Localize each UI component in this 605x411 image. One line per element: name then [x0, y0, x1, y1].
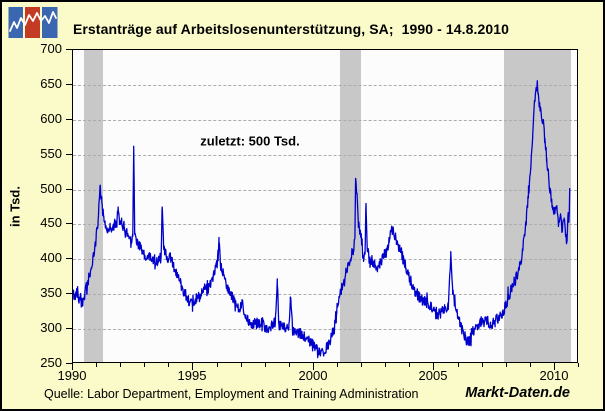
x-tick-label: 1990	[57, 368, 87, 383]
x-tick-minor	[120, 363, 121, 367]
x-tick-major	[433, 363, 434, 370]
y-tick-label: 700	[40, 41, 62, 56]
gridline-y-350	[73, 294, 577, 296]
x-tick-minor	[361, 363, 362, 367]
gridline-y-550	[73, 154, 577, 156]
x-tick-label: 1995	[177, 368, 207, 383]
x-tick-minor	[241, 363, 242, 367]
y-tick	[66, 363, 72, 364]
y-tick-label: 550	[40, 146, 62, 161]
x-tick-minor	[217, 363, 218, 367]
source-note: Quelle: Labor Department, Employment and…	[44, 387, 419, 401]
x-tick-minor	[96, 363, 97, 367]
y-tick	[66, 84, 72, 85]
x-tick-minor	[168, 363, 169, 367]
gridline-y-650	[73, 84, 577, 86]
x-tick-minor	[144, 363, 145, 367]
y-tick	[66, 189, 72, 190]
gridline-y-500	[73, 189, 577, 191]
x-tick-label: 2010	[539, 368, 569, 383]
logo-graphic	[8, 7, 58, 38]
x-tick-minor	[530, 363, 531, 367]
x-tick-minor	[578, 363, 579, 367]
x-tick-minor	[506, 363, 507, 367]
x-tick-major	[72, 363, 73, 370]
y-tick-label: 450	[40, 215, 62, 230]
gridline-y-300	[73, 329, 577, 331]
y-axis-title: in Tsd.	[7, 186, 23, 227]
x-tick-major	[313, 363, 314, 370]
y-tick	[66, 293, 72, 294]
y-tick	[66, 223, 72, 224]
x-tick-minor	[458, 363, 459, 367]
x-tick-minor	[337, 363, 338, 367]
markt-daten-logo	[8, 6, 58, 39]
y-tick	[66, 49, 72, 50]
y-tick	[66, 328, 72, 329]
recession-band	[503, 50, 571, 362]
gridline-y-450	[73, 224, 577, 226]
x-tick-minor	[409, 363, 410, 367]
y-tick-label: 650	[40, 76, 62, 91]
gridline-y-600	[73, 119, 577, 121]
y-tick-label: 350	[40, 285, 62, 300]
series-line-layer	[73, 80, 571, 359]
chart-title: Erstanträge auf Arbeitslosenunterstützun…	[72, 21, 510, 37]
y-tick-label: 600	[40, 111, 62, 126]
x-tick-minor	[385, 363, 386, 367]
series-polyline	[73, 80, 571, 359]
watermark: Markt-Daten.de	[465, 385, 570, 401]
y-tick-label: 250	[40, 355, 62, 370]
y-tick-label: 300	[40, 320, 62, 335]
latest-value-annotation: zuletzt: 500 Tsd.	[200, 133, 300, 149]
gridline-y-400	[73, 259, 577, 261]
y-tick	[66, 119, 72, 120]
y-tick-label: 500	[40, 181, 62, 196]
x-tick-label: 2000	[298, 368, 328, 383]
plot-area: zuletzt: 500 Tsd.	[72, 49, 578, 363]
x-tick-minor	[289, 363, 290, 367]
y-tick-label: 400	[40, 250, 62, 265]
x-tick-major	[192, 363, 193, 370]
x-tick-label: 2005	[418, 368, 448, 383]
y-tick	[66, 258, 72, 259]
x-tick-minor	[482, 363, 483, 367]
x-tick-minor	[265, 363, 266, 367]
x-tick-major	[554, 363, 555, 370]
y-tick	[66, 154, 72, 155]
